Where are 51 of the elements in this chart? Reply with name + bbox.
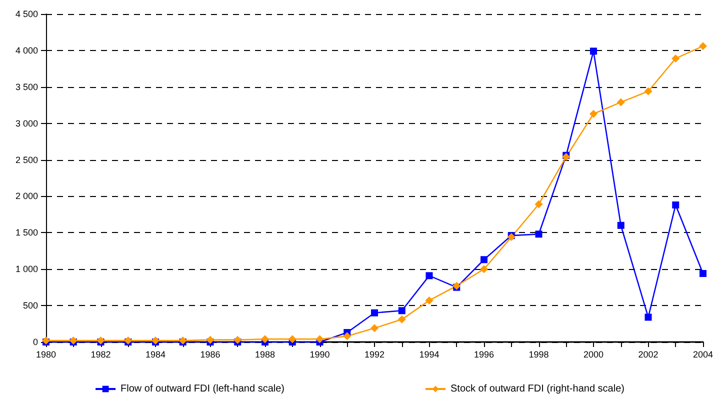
point xyxy=(534,200,543,208)
point xyxy=(617,222,624,229)
point xyxy=(480,265,488,274)
x-tick-label: 1984 xyxy=(145,350,166,360)
y-tick-label: 1 000 xyxy=(15,264,38,274)
point xyxy=(426,272,433,280)
point xyxy=(616,98,625,106)
point xyxy=(206,336,214,344)
y-tick-label: 2 000 xyxy=(15,191,38,202)
y-tick-label: 1 500 xyxy=(15,228,38,238)
point xyxy=(398,315,406,324)
legend-label: Stock of outward FDI (right-hand scale) xyxy=(450,384,624,394)
point xyxy=(700,270,706,277)
x-tick-label: 1990 xyxy=(310,350,330,360)
x-tick-label: 1994 xyxy=(419,350,440,360)
point xyxy=(535,230,542,238)
point xyxy=(398,307,406,314)
y-tick-label: 2 500 xyxy=(15,154,38,165)
x-tick-label: 1982 xyxy=(90,350,111,360)
x-tick-label: 1986 xyxy=(200,350,220,360)
point xyxy=(371,309,378,316)
point xyxy=(370,324,378,332)
x-tick-label: 2000 xyxy=(583,350,604,360)
point xyxy=(644,87,652,96)
point xyxy=(590,48,597,55)
point xyxy=(316,335,324,344)
y-tick-label: 3 500 xyxy=(15,82,38,92)
x-tick-label: 1996 xyxy=(474,350,494,360)
point xyxy=(261,335,269,344)
y-tick-label: 4 000 xyxy=(15,45,38,56)
point xyxy=(343,332,352,340)
point xyxy=(644,314,652,321)
x-tick-label: 1980 xyxy=(36,350,56,360)
y-tick-label: 4 500 xyxy=(15,9,38,19)
point xyxy=(425,296,434,304)
point xyxy=(699,42,707,50)
point xyxy=(480,256,488,264)
point xyxy=(590,110,598,118)
y-tick-label: 0 xyxy=(32,337,38,347)
point xyxy=(234,336,242,344)
point xyxy=(288,335,296,344)
x-tick-label: 1988 xyxy=(254,350,276,360)
x-tick-label: 1998 xyxy=(528,350,549,360)
point xyxy=(672,54,680,62)
legend-label: Flow of outward FDI (left-hand scale) xyxy=(120,384,284,394)
x-tick-label: 1992 xyxy=(364,350,385,360)
x-tick-label: 2004 xyxy=(692,350,714,360)
y-tick-label: 500 xyxy=(22,300,38,311)
x-tick-label: 2002 xyxy=(638,350,658,360)
y-tick-label: 3 000 xyxy=(15,118,38,128)
point xyxy=(672,201,680,208)
